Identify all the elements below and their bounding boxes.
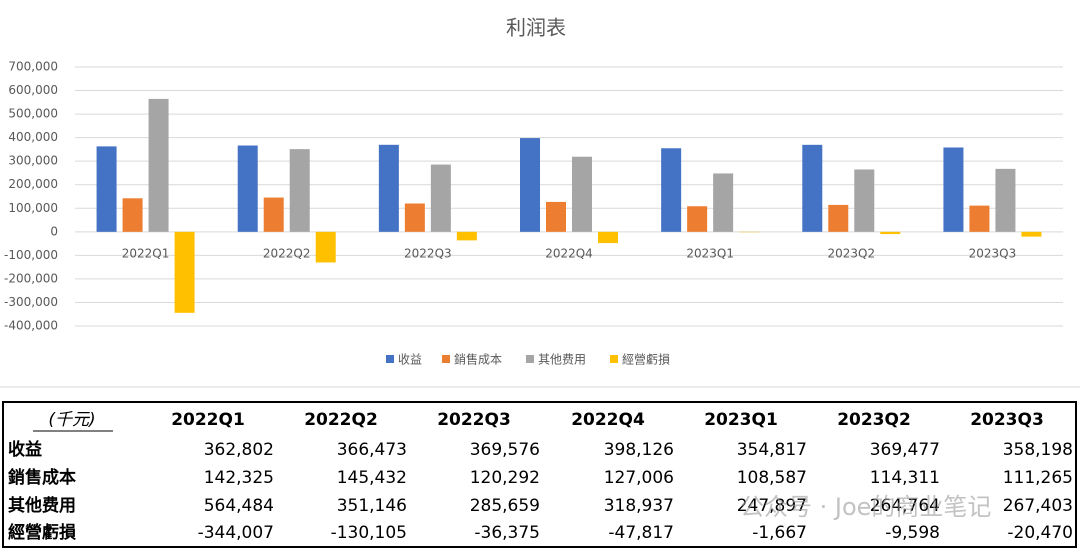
table-cell: -9,598: [885, 523, 940, 543]
bar: [315, 231, 336, 263]
bar: [943, 147, 964, 232]
x-tick-label: 2022Q3: [404, 246, 452, 260]
table-header: 2023Q1: [704, 410, 778, 430]
y-tick-label: 0: [50, 224, 58, 238]
table-cell: 369,477: [870, 440, 940, 460]
y-tick-label: -100,000: [4, 248, 58, 262]
table-cell: -47,817: [608, 523, 674, 543]
y-tick-label: 300,000: [8, 154, 58, 168]
legend-label: 收益: [398, 353, 422, 367]
table-cell: 114,311: [870, 468, 940, 488]
table-header: 2022Q4: [571, 410, 645, 430]
x-tick-label: 2022Q1: [122, 246, 170, 260]
table-cell: 354,817: [737, 440, 807, 460]
table-cell: -1,667: [752, 523, 807, 543]
bar: [263, 197, 284, 232]
y-tick-label: 200,000: [8, 177, 58, 191]
x-tick-label: 2023Q1: [686, 246, 734, 260]
bar: [174, 231, 195, 313]
table-cell: 142,325: [204, 468, 274, 488]
table-header: 2022Q3: [437, 410, 511, 430]
bar: [713, 173, 734, 232]
table-cell: 351,146: [337, 496, 407, 516]
table-cell: 111,265: [1003, 468, 1073, 488]
bar: [880, 231, 901, 235]
y-tick-label: -200,000: [4, 271, 58, 285]
table-cell: -344,007: [198, 523, 274, 543]
bar: [148, 98, 169, 232]
table-cell: -36,375: [474, 523, 540, 543]
table-header: 2023Q3: [970, 410, 1044, 430]
legend-swatch: [442, 355, 450, 363]
table-border: [2, 401, 1077, 548]
watermark: 公众号 · Joe的商业笔记: [740, 493, 991, 521]
x-tick-label: 2023Q2: [827, 246, 875, 260]
row-label: 銷售成本: [8, 467, 76, 488]
bar: [520, 138, 540, 232]
legend-label: 其他费用: [538, 353, 586, 367]
y-tick-label: 700,000: [8, 60, 58, 74]
bar: [289, 149, 310, 232]
bar: [456, 231, 477, 241]
legend-label: 銷售成本: [454, 352, 502, 367]
y-tick-label: 100,000: [8, 201, 58, 215]
bar: [237, 145, 258, 232]
table-cell: 247,897: [737, 496, 807, 516]
table-header: 2022Q2: [304, 410, 378, 430]
table-cell: 366,473: [337, 440, 407, 460]
row-label: 收益: [8, 439, 42, 460]
bar: [598, 231, 618, 244]
y-tick-label: -400,000: [4, 319, 58, 333]
y-tick-label: -300,000: [4, 295, 58, 309]
table-cell: 108,587: [737, 468, 807, 488]
bar: [122, 198, 143, 232]
legend-swatch: [526, 355, 534, 363]
table-header: 2023Q2: [837, 410, 911, 430]
bar: [572, 156, 592, 232]
table-header: 2022Q1: [171, 410, 245, 430]
bar: [404, 203, 425, 232]
bar: [430, 164, 451, 232]
legend-label: 經營虧損: [622, 352, 670, 367]
table-cell: 398,126: [604, 440, 674, 460]
y-tick-label: 400,000: [8, 130, 58, 144]
table-cell: 120,292: [470, 468, 540, 488]
table-cell: 358,198: [1003, 440, 1073, 460]
table-cell: 318,937: [604, 496, 674, 516]
bar: [854, 169, 875, 232]
bar: [995, 168, 1016, 232]
bar: [96, 146, 117, 232]
table-cell: 369,576: [470, 440, 540, 460]
table-cell: 145,432: [337, 468, 407, 488]
bar: [687, 206, 708, 232]
table-cell: 267,403: [1003, 496, 1073, 516]
row-label: 經營虧損: [8, 522, 77, 543]
table-cell: 127,006: [604, 468, 674, 488]
bar: [1021, 231, 1042, 237]
bar: [378, 144, 399, 232]
x-tick-label: 2023Q3: [969, 246, 1017, 260]
table-cell: 564,484: [204, 496, 274, 516]
x-tick-label: 2022Q2: [263, 246, 311, 260]
row-label: 其他费用: [8, 495, 76, 516]
legend-swatch: [610, 355, 618, 363]
chart-title: 利润表: [506, 16, 566, 40]
table-cell: 264,764: [870, 496, 940, 516]
table-cell: 362,802: [204, 440, 274, 460]
table-cell: -20,470: [1007, 523, 1073, 543]
x-tick-label: 2022Q4: [545, 246, 593, 260]
table-header-unit: (千元): [48, 410, 95, 430]
y-tick-label: 500,000: [8, 107, 58, 121]
bar: [546, 201, 566, 232]
y-tick-label: 600,000: [8, 83, 58, 97]
bar: [828, 204, 849, 232]
bar: [802, 144, 823, 232]
table-cell: -130,105: [331, 523, 407, 543]
bar: [969, 205, 990, 232]
bar: [661, 148, 682, 232]
legend-swatch: [386, 355, 394, 363]
table-cell: 285,659: [470, 496, 540, 516]
